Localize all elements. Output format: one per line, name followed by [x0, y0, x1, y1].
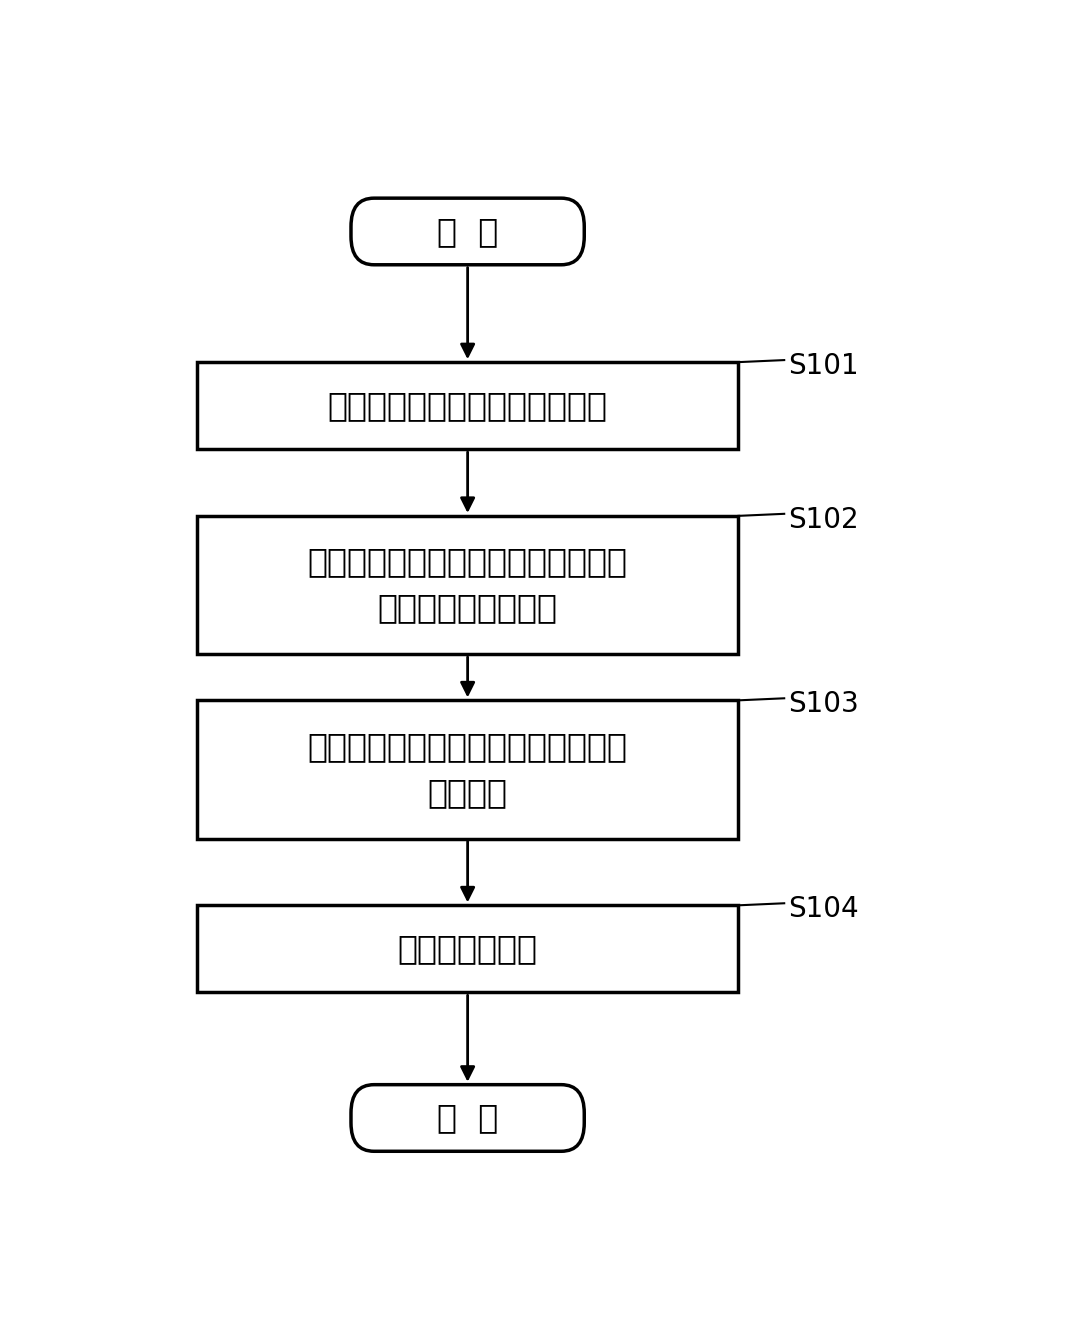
FancyBboxPatch shape: [197, 362, 739, 450]
FancyBboxPatch shape: [197, 516, 739, 655]
Text: 接收不定长数据报文并进行存储: 接收不定长数据报文并进行存储: [328, 389, 607, 422]
Text: S104: S104: [788, 894, 859, 924]
Text: 开  始: 开 始: [438, 216, 498, 248]
Text: S103: S103: [788, 689, 859, 719]
Text: 根据可变长数据报文的地址信息查询
路由并获取端口信息: 根据可变长数据报文的地址信息查询 路由并获取端口信息: [307, 546, 628, 624]
Text: S101: S101: [788, 351, 859, 379]
FancyBboxPatch shape: [197, 905, 739, 993]
FancyBboxPatch shape: [197, 700, 739, 839]
Text: 根据调度装置的调度策略，实现对应
端口调度: 根据调度装置的调度策略，实现对应 端口调度: [307, 729, 628, 809]
Text: S102: S102: [788, 506, 859, 534]
FancyBboxPatch shape: [350, 198, 585, 265]
Text: 结  束: 结 束: [438, 1102, 498, 1134]
Text: 进行数据交换。: 进行数据交换。: [398, 933, 538, 965]
FancyBboxPatch shape: [350, 1085, 585, 1151]
